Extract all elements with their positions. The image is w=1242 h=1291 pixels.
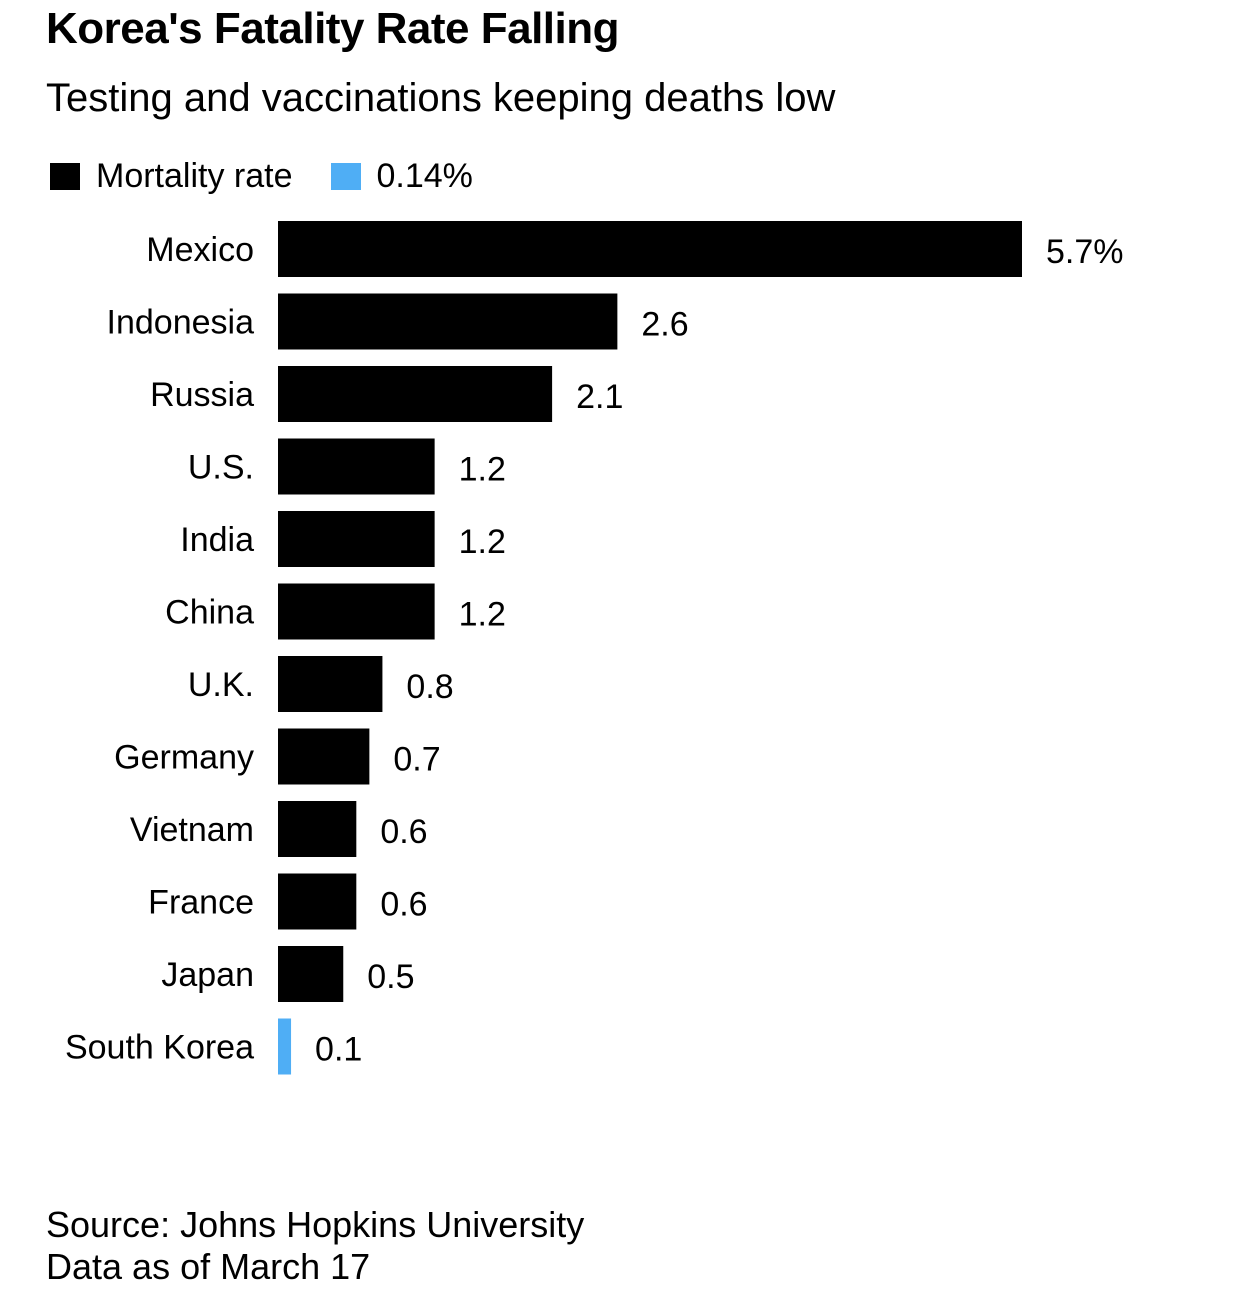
legend-label-korea: 0.14%	[376, 156, 473, 195]
value-label-france: 0.6	[380, 886, 427, 924]
value-label-u-k: 0.8	[406, 668, 453, 706]
value-label-russia: 2.1	[576, 378, 623, 416]
value-label-mexico: 5.7%	[1046, 233, 1124, 271]
category-label-china: China	[165, 594, 254, 632]
legend-swatch-mortality	[50, 162, 80, 190]
bar-india	[278, 511, 435, 567]
value-label-south-korea: 0.1	[315, 1031, 362, 1069]
value-label-india: 1.2	[459, 523, 506, 561]
category-label-u-k: U.K.	[188, 666, 254, 704]
footer: Source: Johns Hopkins University Data as…	[46, 1204, 584, 1288]
bar-u-k	[278, 656, 383, 712]
value-label-u-s: 1.2	[459, 451, 506, 489]
category-label-mexico: Mexico	[146, 231, 254, 269]
data-date-note: Data as of March 17	[46, 1246, 371, 1287]
category-label-russia: Russia	[150, 376, 254, 414]
category-label-u-s: U.S.	[188, 449, 254, 487]
source-note: Source: Johns Hopkins University	[46, 1204, 585, 1245]
bar-france	[278, 873, 357, 930]
bar-china	[278, 583, 435, 640]
value-label-germany: 0.7	[393, 741, 440, 779]
legend-label-mortality: Mortality rate	[96, 156, 293, 195]
category-label-indonesia: Indonesia	[107, 304, 255, 342]
legend-item-mortality: Mortality rate	[50, 157, 293, 196]
chart-subtitle: Testing and vaccinations keeping deaths …	[46, 76, 836, 120]
bar-chart: Mexico 5.7% Indonesia 2.6 Russia 2.1 U.S. 1.2 In…	[65, 221, 1124, 1075]
bar-russia	[278, 366, 553, 422]
category-label-japan: Japan	[161, 956, 254, 994]
value-label-vietnam: 0.6	[380, 813, 427, 851]
bar-south-korea	[278, 1018, 292, 1075]
category-label-south-korea: South Korea	[65, 1029, 254, 1067]
bar-vietnam	[278, 801, 357, 857]
legend: Mortality rate 0.14%	[50, 154, 511, 198]
bar-indonesia	[278, 293, 618, 350]
category-label-india: India	[180, 521, 254, 559]
bar-mexico	[278, 221, 1022, 277]
category-label-vietnam: Vietnam	[130, 811, 254, 849]
bar-u-s	[278, 438, 435, 495]
chart-title: Korea's Fatality Rate Falling	[46, 4, 620, 53]
value-label-japan: 0.5	[367, 958, 414, 996]
legend-item-korea: 0.14%	[330, 156, 473, 196]
category-label-germany: Germany	[114, 739, 254, 777]
bar-germany	[278, 728, 370, 785]
value-label-indonesia: 2.6	[641, 306, 688, 344]
category-label-france: France	[148, 884, 254, 922]
bar-japan	[278, 946, 344, 1002]
value-label-china: 1.2	[459, 596, 506, 634]
legend-swatch-korea	[330, 162, 361, 190]
